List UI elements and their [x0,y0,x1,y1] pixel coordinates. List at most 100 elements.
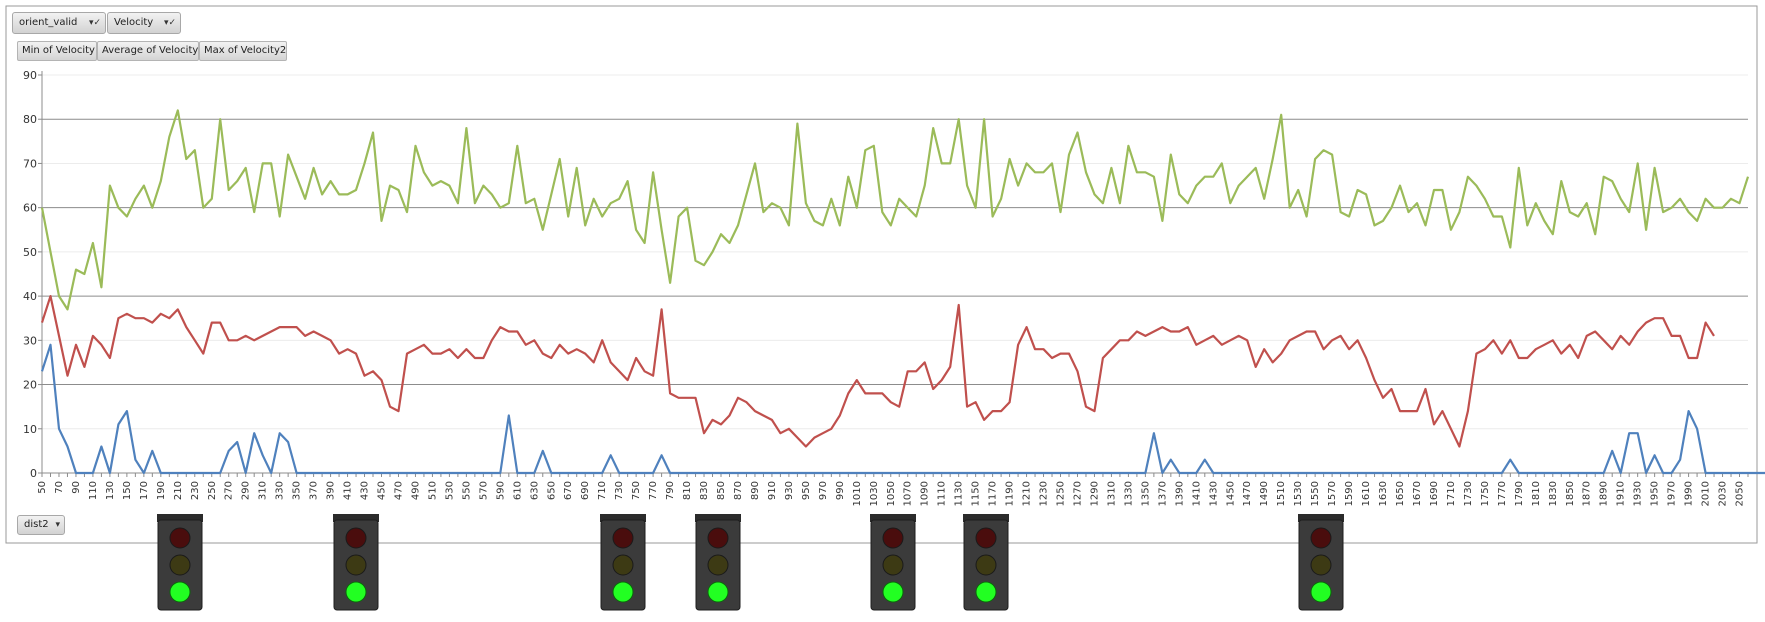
x-tick-label: 1050 [886,481,897,506]
x-tick-label: 1090 [920,481,931,506]
traffic-light-icon [1298,514,1344,611]
x-tick-label: 1490 [1259,481,1270,506]
filter-dropdown-icon[interactable]: ▾✓ [163,18,176,28]
x-tick-label: 330 [275,481,286,500]
red-lamp-off [169,527,191,549]
velocity-filter-button[interactable]: Velocity ▾✓ [107,12,181,34]
red-lamp-off [345,527,367,549]
x-tick-label: 150 [122,481,133,500]
amber-lamp-off [975,554,997,576]
x-tick-label: 590 [495,481,506,500]
filter-dropdown-icon[interactable]: ▾✓ [88,18,101,28]
series-line-average-of-velocity [40,295,1715,448]
y-tick-label: 90 [23,69,37,82]
x-tick-label: 550 [461,481,472,500]
x-tick-label: 1590 [1344,481,1355,506]
traffic-light-icon [870,514,916,611]
x-tick-label: 1870 [1582,481,1593,506]
legend-min-velocity-button[interactable]: Min of Velocity [17,41,97,61]
x-axis: 50 70 90 110 130 150 170 190 210 230 250 270 290 310 3… [37,473,1749,506]
x-tick-label: 1370 [1157,481,1168,506]
x-tick-label: 1730 [1463,481,1474,506]
y-tick-label: 70 [23,157,37,170]
x-tick-label: 390 [326,481,337,500]
x-tick-label: 450 [377,481,388,500]
amber-lamp-off [612,554,634,576]
x-tick-label: 50 [37,481,48,494]
x-tick-label: 650 [546,481,557,500]
x-tick-label: 350 [292,481,303,500]
traffic-light-visor [157,514,203,522]
x-tick-label: 1610 [1361,481,1372,506]
x-tick-label: 270 [224,481,235,500]
x-tick-label: 530 [444,481,455,500]
x-tick-label: 710 [597,481,608,500]
x-tick-label: 1250 [1056,481,1067,506]
red-lamp-off [707,527,729,549]
legend-average-velocity-button[interactable]: Average of Velocity [97,41,199,61]
x-tick-label: 490 [410,481,421,500]
x-tick-label: 1770 [1497,481,1508,506]
y-tick-label: 40 [23,290,37,303]
x-tick-label: 370 [309,481,320,500]
x-tick-label: 1670 [1412,481,1423,506]
traffic-light-icon [963,514,1009,611]
x-tick-label: 1570 [1327,481,1338,506]
red-lamp-off [612,527,634,549]
x-tick-label: 1210 [1022,481,1033,506]
series-line-max-of-velocity2 [40,109,1750,311]
x-tick-label: 90 [71,481,82,494]
traffic-light-icon [695,514,741,611]
velocity-filter-label: Velocity [114,17,154,28]
x-tick-label: 890 [750,481,761,500]
x-tick-label: 1830 [1548,481,1559,506]
traffic-light-icon [333,514,379,611]
x-tick-label: 1390 [1174,481,1185,506]
traffic-signal-layer [157,514,1344,611]
traffic-light-visor [1298,514,1344,522]
x-tick-label: 570 [478,481,489,500]
x-tick-label: 290 [241,481,252,500]
x-tick-label: 310 [258,481,269,500]
x-tick-label: 2050 [1735,481,1746,506]
green-lamp-on [612,581,634,603]
x-tick-label: 870 [733,481,744,500]
traffic-light-icon [157,514,203,611]
chevron-down-icon[interactable]: ▾ [55,520,60,530]
x-tick-label: 1150 [971,481,982,506]
amber-lamp-off [1310,554,1332,576]
x-tick-label: 130 [105,481,116,500]
legend-max-velocity2-button[interactable]: Max of Velocity2 [199,41,287,61]
axis-field-dist2-button[interactable]: dist2 ▾ [17,515,65,535]
traffic-light-visor [963,514,1009,522]
x-tick-label: 690 [580,481,591,500]
x-tick-label: 1070 [903,481,914,506]
orient-valid-filter-button[interactable]: orient_valid ▾✓ [12,12,106,34]
red-lamp-off [975,527,997,549]
x-tick-label: 730 [614,481,625,500]
amber-lamp-off [882,554,904,576]
x-tick-label: 1330 [1123,481,1134,506]
x-tick-label: 630 [529,481,540,500]
chart-border [5,5,1758,544]
x-tick-label: 1970 [1667,481,1678,506]
x-tick-label: 410 [343,481,354,500]
y-tick-label: 80 [23,113,37,126]
traffic-light-visor [870,514,916,522]
x-tick-label: 810 [682,481,693,500]
x-tick-label: 1910 [1616,481,1627,506]
x-tick-label: 1810 [1531,481,1542,506]
x-tick-label: 1690 [1429,481,1440,506]
x-tick-label: 1230 [1039,481,1050,506]
x-tick-label: 1110 [937,481,948,506]
y-tick-label: 20 [23,379,37,392]
x-tick-label: 970 [818,481,829,500]
amber-lamp-off [345,554,367,576]
green-lamp-on [345,581,367,603]
traffic-light-visor [600,514,646,522]
x-tick-label: 1650 [1395,481,1406,506]
legend-max-velocity2-label: Max of Velocity2 [204,45,287,56]
x-tick-label: 190 [156,481,167,500]
orient-valid-filter-label: orient_valid [19,17,78,28]
x-tick-label: 610 [512,481,523,500]
